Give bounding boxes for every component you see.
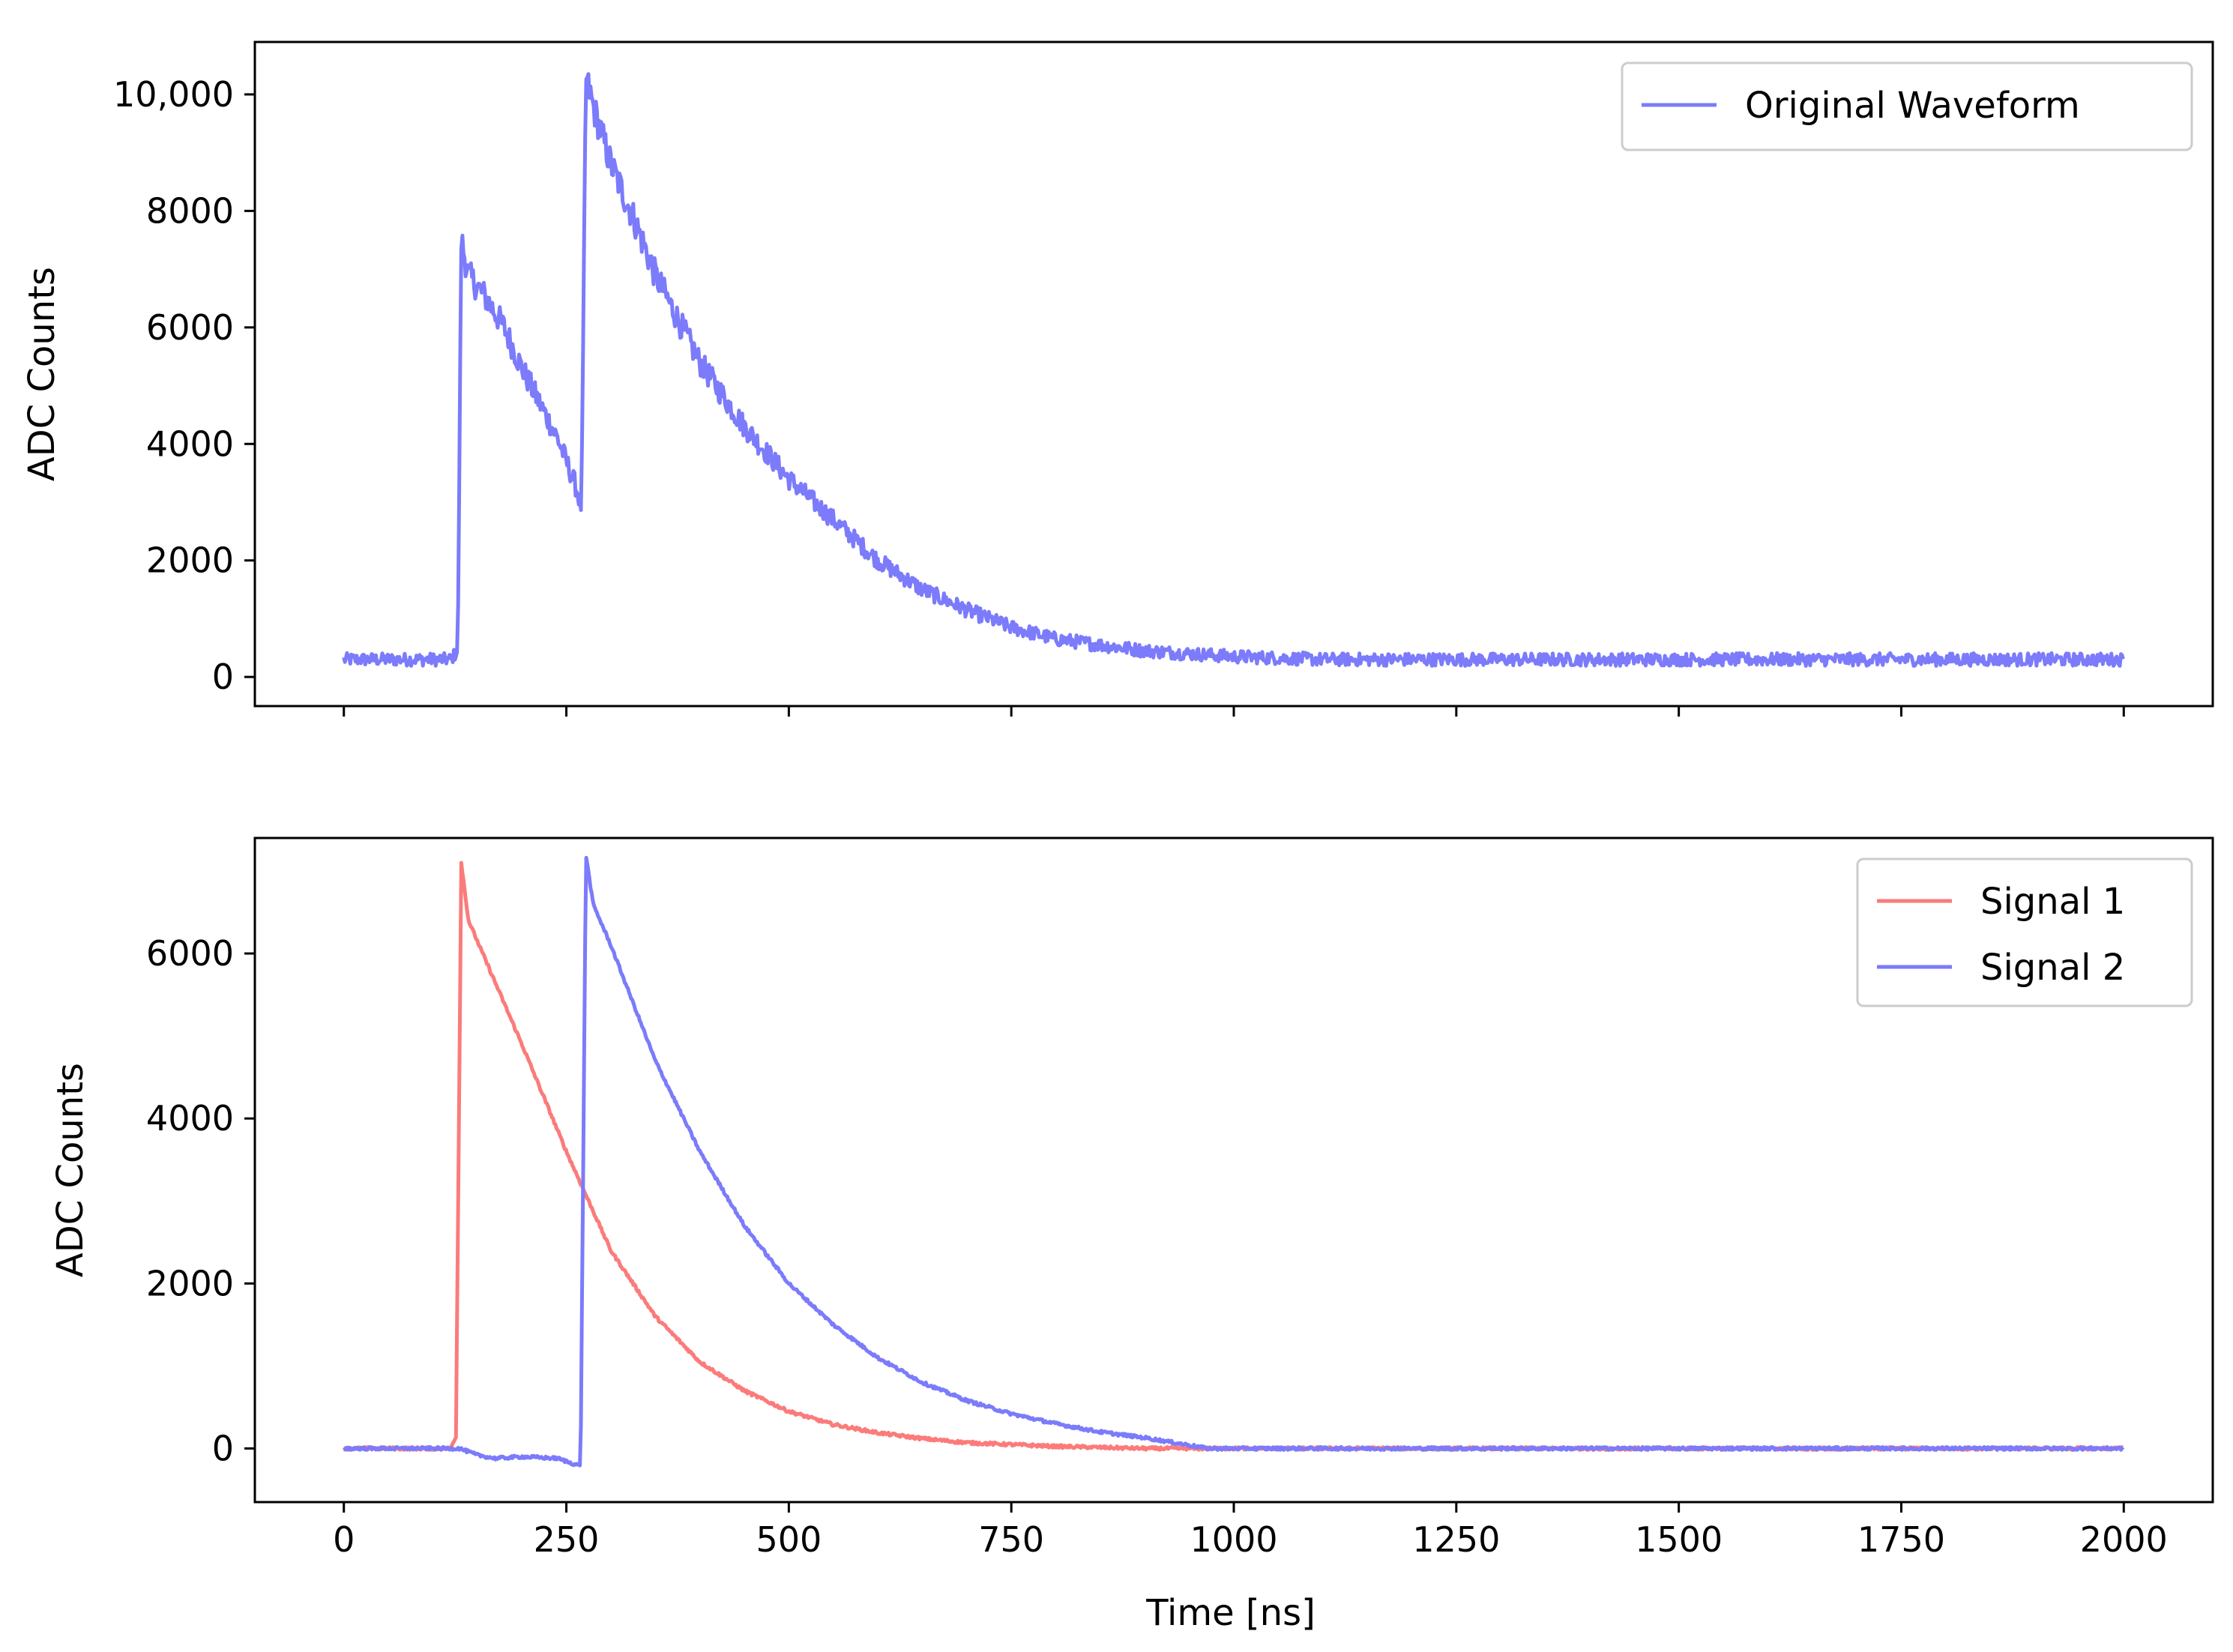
x-tick-label: 1500 [1635, 1519, 1723, 1560]
x-tick-label: 1000 [1190, 1519, 1277, 1560]
legend: Original Waveform [1621, 61, 2193, 151]
y-tick-label: 8000 [146, 190, 234, 231]
legend-box [1621, 61, 2193, 151]
x-tick-label: 750 [978, 1519, 1044, 1560]
legend-label: Signal 2 [1980, 947, 2125, 989]
x-tick-label: 250 [534, 1519, 600, 1560]
y-tick-label: 4000 [146, 1098, 234, 1139]
x-tick-label: 0 [333, 1519, 355, 1560]
x-axis-label: Time [ns] [1145, 1592, 1316, 1634]
legend-label: Original Waveform [1745, 85, 2080, 127]
legend-label: Signal 1 [1980, 881, 2125, 923]
series-line-signal-1 [342, 860, 2124, 1452]
top-panel: 0 2000 4000 6000 8000 10,000 ADC Counts Origina… [21, 40, 2214, 717]
x-tick-label: 1250 [1412, 1519, 1500, 1560]
y-tick-label: 10,000 [113, 74, 234, 115]
x-tick-label: 500 [756, 1519, 822, 1560]
y-axis-label: ADC Counts [49, 1063, 91, 1277]
y-tick-label: 6000 [146, 933, 234, 974]
x-tick-label: 2000 [2080, 1519, 2168, 1560]
y-tick-label: 0 [212, 657, 234, 697]
y-tick-label: 0 [212, 1428, 234, 1468]
bottom-panel: 0 250 500 750 1000 1250 1500 1750 2000 0 2000 4000 6… [49, 836, 2214, 1560]
y-tick-label: 6000 [146, 307, 234, 348]
legend: Signal 1 Signal 2 [1856, 857, 2193, 1007]
legend-box [1856, 857, 2193, 1007]
y-tick-label: 2000 [146, 540, 234, 581]
series-line-signal-2 [343, 855, 2125, 1468]
y-tick-label: 2000 [146, 1263, 234, 1303]
series-line-original-waveform [342, 72, 2125, 668]
y-axis-label: ADC Counts [21, 267, 63, 481]
y-tick-label: 4000 [146, 423, 234, 464]
x-tick-label: 1750 [1857, 1519, 1945, 1560]
